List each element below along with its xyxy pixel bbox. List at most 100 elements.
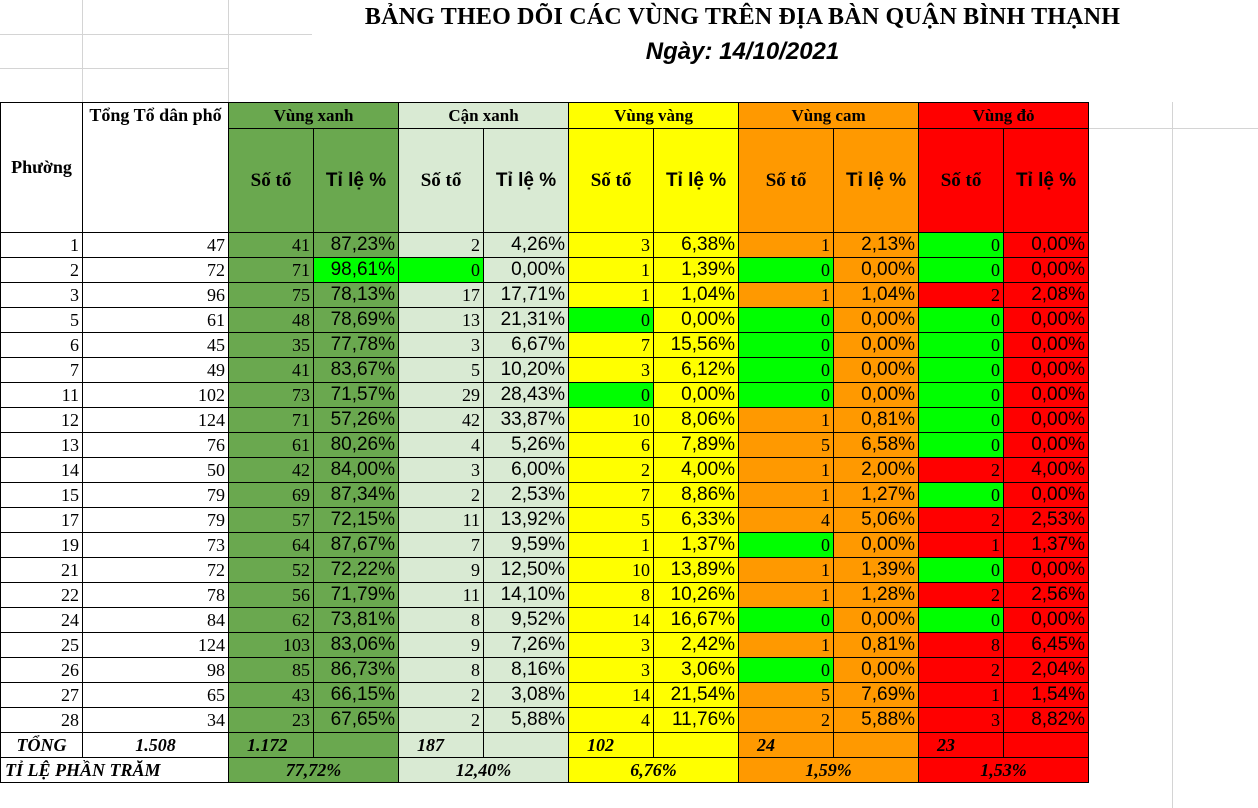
cell-count-can: 2	[398, 682, 485, 708]
cell-ratio-cam: 0,00%	[833, 607, 920, 633]
cell-count-do: 0	[918, 357, 1005, 383]
cell-ratio-cam: 2,00%	[833, 457, 920, 483]
cell-count-xanh: 69	[228, 482, 314, 508]
percent-do: 1,53%	[918, 757, 1090, 783]
cell-ratio-xanh: 71,79%	[312, 582, 400, 608]
cell-ward: 13	[0, 432, 83, 458]
cell-count-do: 0	[918, 307, 1005, 333]
cell-ward: 24	[0, 607, 83, 633]
cell-ratio-xanh: 83,06%	[312, 632, 400, 658]
cell-ward: 5	[0, 307, 83, 333]
cell-ratio-cam: 0,00%	[833, 257, 920, 283]
cell-count-cam: 0	[738, 532, 835, 558]
sheet-gridline	[0, 68, 228, 69]
totals-label: TỔNG	[0, 732, 83, 758]
cell-total: 76	[82, 432, 229, 458]
cell-count-xanh: 41	[228, 232, 314, 258]
cell-ward: 25	[0, 632, 83, 658]
header-count: Số tổ	[568, 128, 655, 233]
cell-count-can: 13	[398, 307, 485, 333]
cell-count-do: 1	[918, 532, 1005, 558]
cell-count-vang: 5	[568, 507, 655, 533]
zone-table: Phường Tổng Tổ dân phố Vùng xanh Cận xan…	[0, 102, 1090, 783]
cell-count-cam: 1	[738, 457, 835, 483]
table-row: 5 61 48 78,69% 13 21,31% 0 0,00% 0 0,00% 0 0,00%	[0, 307, 1090, 333]
cell-ratio-cam: 0,00%	[833, 357, 920, 383]
header-count: Số tổ	[738, 128, 835, 233]
percent-cam: 1,59%	[738, 757, 920, 783]
cell-ratio-do: 0,00%	[1003, 357, 1090, 383]
cell-ratio-do: 0,00%	[1003, 257, 1090, 283]
cell-count-do: 0	[918, 557, 1005, 583]
cell-ratio-xanh: 71,57%	[312, 382, 400, 408]
cell-ratio-can: 6,00%	[483, 457, 570, 483]
cell-count-vang: 10	[568, 557, 655, 583]
cell-count-cam: 1	[738, 582, 835, 608]
percent-label: TỈ LỆ PHẦN TRĂM	[0, 757, 229, 783]
cell-ratio-xanh: 77,78%	[312, 332, 400, 358]
header-ward: Phường	[0, 102, 83, 233]
cell-ratio-xanh: 67,65%	[312, 707, 400, 733]
cell-ratio-can: 10,20%	[483, 357, 570, 383]
cell-ratio-can: 2,53%	[483, 482, 570, 508]
cell-total: 34	[82, 707, 229, 733]
cell-ward: 27	[0, 682, 83, 708]
percent-vang: 6,76%	[568, 757, 740, 783]
cell-count-can: 11	[398, 582, 485, 608]
cell-count-xanh: 48	[228, 307, 314, 333]
totals-row: TỔNG 1.508 1.172 187 102 24 23	[0, 732, 1090, 758]
cell-count-do: 0	[918, 232, 1005, 258]
table-row: 12 124 71 57,26% 42 33,87% 10 8,06% 1 0,81% 0 0,00%	[0, 407, 1090, 433]
cell-ratio-can: 5,26%	[483, 432, 570, 458]
header-can-xanh: Cận xanh	[398, 102, 570, 129]
cell-ratio-do: 2,04%	[1003, 657, 1090, 683]
cell-count-cam: 1	[738, 632, 835, 658]
cell-count-xanh: 23	[228, 707, 314, 733]
cell-ratio-xanh: 72,15%	[312, 507, 400, 533]
cell-ratio-cam: 0,81%	[833, 407, 920, 433]
cell-ward: 2	[0, 257, 83, 283]
cell-ratio-vang: 6,12%	[653, 357, 740, 383]
cell-ratio-xanh: 87,34%	[312, 482, 400, 508]
table-row: 26 98 85 86,73% 8 8,16% 3 3,06% 0 0,00% 2 2,04%	[0, 657, 1090, 683]
cell-ratio-xanh: 57,26%	[312, 407, 400, 433]
cell-ratio-vang: 1,37%	[653, 532, 740, 558]
cell-ratio-xanh: 87,23%	[312, 232, 400, 258]
header-vung-vang: Vùng vàng	[568, 102, 740, 129]
table-row: 11 102 73 71,57% 29 28,43% 0 0,00% 0 0,00% 0 0,00%	[0, 382, 1090, 408]
cell-count-can: 17	[398, 282, 485, 308]
cell-count-vang: 3	[568, 357, 655, 383]
cell-count-can: 9	[398, 557, 485, 583]
cell-total: 84	[82, 607, 229, 633]
cell-ratio-do: 0,00%	[1003, 557, 1090, 583]
cell-ward: 21	[0, 557, 83, 583]
cell-ratio-cam: 1,28%	[833, 582, 920, 608]
cell-count-can: 0	[398, 257, 485, 283]
totals-count-can: 187	[398, 732, 485, 758]
sheet-gridline	[0, 34, 312, 35]
cell-ratio-can: 12,50%	[483, 557, 570, 583]
totals-count-xanh: 1.172	[228, 732, 314, 758]
cell-count-xanh: 41	[228, 357, 314, 383]
cell-ratio-can: 9,52%	[483, 607, 570, 633]
totals-total: 1.508	[82, 732, 229, 758]
cell-count-cam: 0	[738, 332, 835, 358]
sheet-gridline	[82, 0, 83, 102]
cell-ratio-can: 33,87%	[483, 407, 570, 433]
table-row: 6 45 35 77,78% 3 6,67% 7 15,56% 0 0,00% 0 0,00%	[0, 332, 1090, 358]
cell-ratio-cam: 0,00%	[833, 332, 920, 358]
cell-count-vang: 3	[568, 232, 655, 258]
header-vung-do: Vùng đỏ	[918, 102, 1090, 129]
cell-ratio-do: 1,37%	[1003, 532, 1090, 558]
totals-empty-can	[483, 732, 570, 758]
cell-ratio-vang: 15,56%	[653, 332, 740, 358]
cell-count-xanh: 71	[228, 407, 314, 433]
totals-empty-cam	[833, 732, 920, 758]
table-row: 17 79 57 72,15% 11 13,92% 5 6,33% 4 5,06% 2 2,53%	[0, 507, 1090, 533]
cell-ward: 26	[0, 657, 83, 683]
totals-count-do: 23	[918, 732, 1005, 758]
sheet-gridline	[1172, 102, 1173, 808]
cell-count-vang: 6	[568, 432, 655, 458]
cell-ratio-cam: 0,00%	[833, 307, 920, 333]
cell-ratio-xanh: 86,73%	[312, 657, 400, 683]
